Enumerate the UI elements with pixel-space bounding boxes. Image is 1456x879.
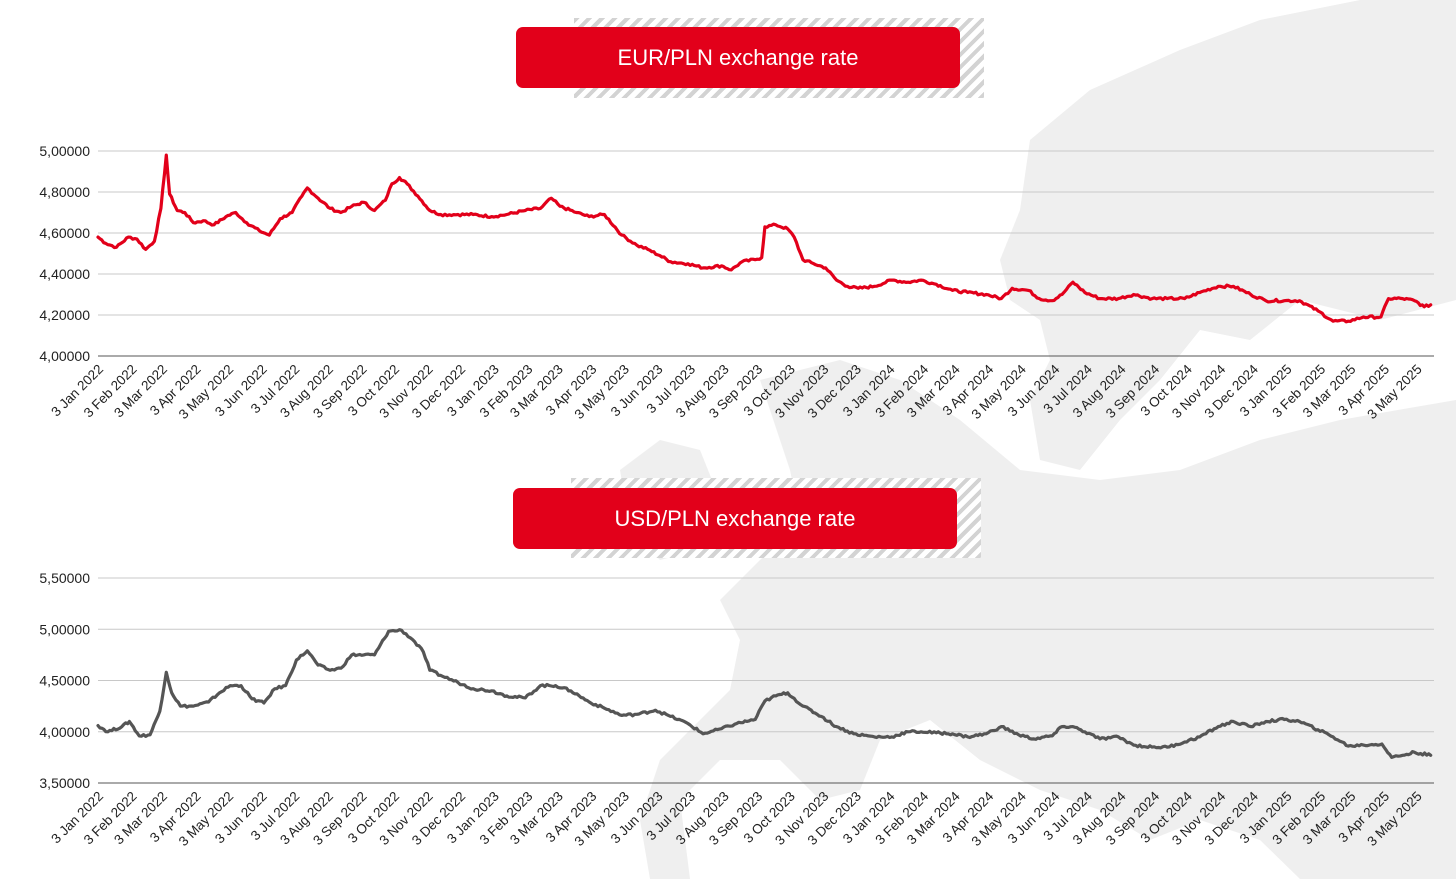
y-tick-label: 4,50000 <box>39 673 90 689</box>
usd-chart-title: USD/PLN exchange rate <box>513 488 957 549</box>
series-line <box>96 628 1433 759</box>
map-landmass-north <box>1000 0 1456 470</box>
usd-title-banner: USD/PLN exchange rate <box>513 478 981 558</box>
eur-title-banner: EUR/PLN exchange rate <box>516 18 984 98</box>
series-line <box>96 153 1433 324</box>
y-tick-label: 4,40000 <box>39 266 90 282</box>
y-tick-label: 5,00000 <box>39 621 90 637</box>
y-tick-label: 4,00000 <box>39 724 90 740</box>
eur-chart-title: EUR/PLN exchange rate <box>516 27 960 88</box>
y-tick-label: 5,50000 <box>39 570 90 586</box>
y-tick-label: 3,50000 <box>39 775 90 791</box>
y-tick-label: 4,20000 <box>39 307 90 323</box>
y-tick-label: 4,60000 <box>39 225 90 241</box>
y-tick-label: 4,00000 <box>39 348 90 364</box>
y-tick-label: 4,80000 <box>39 184 90 200</box>
y-tick-label: 5,00000 <box>39 143 90 159</box>
